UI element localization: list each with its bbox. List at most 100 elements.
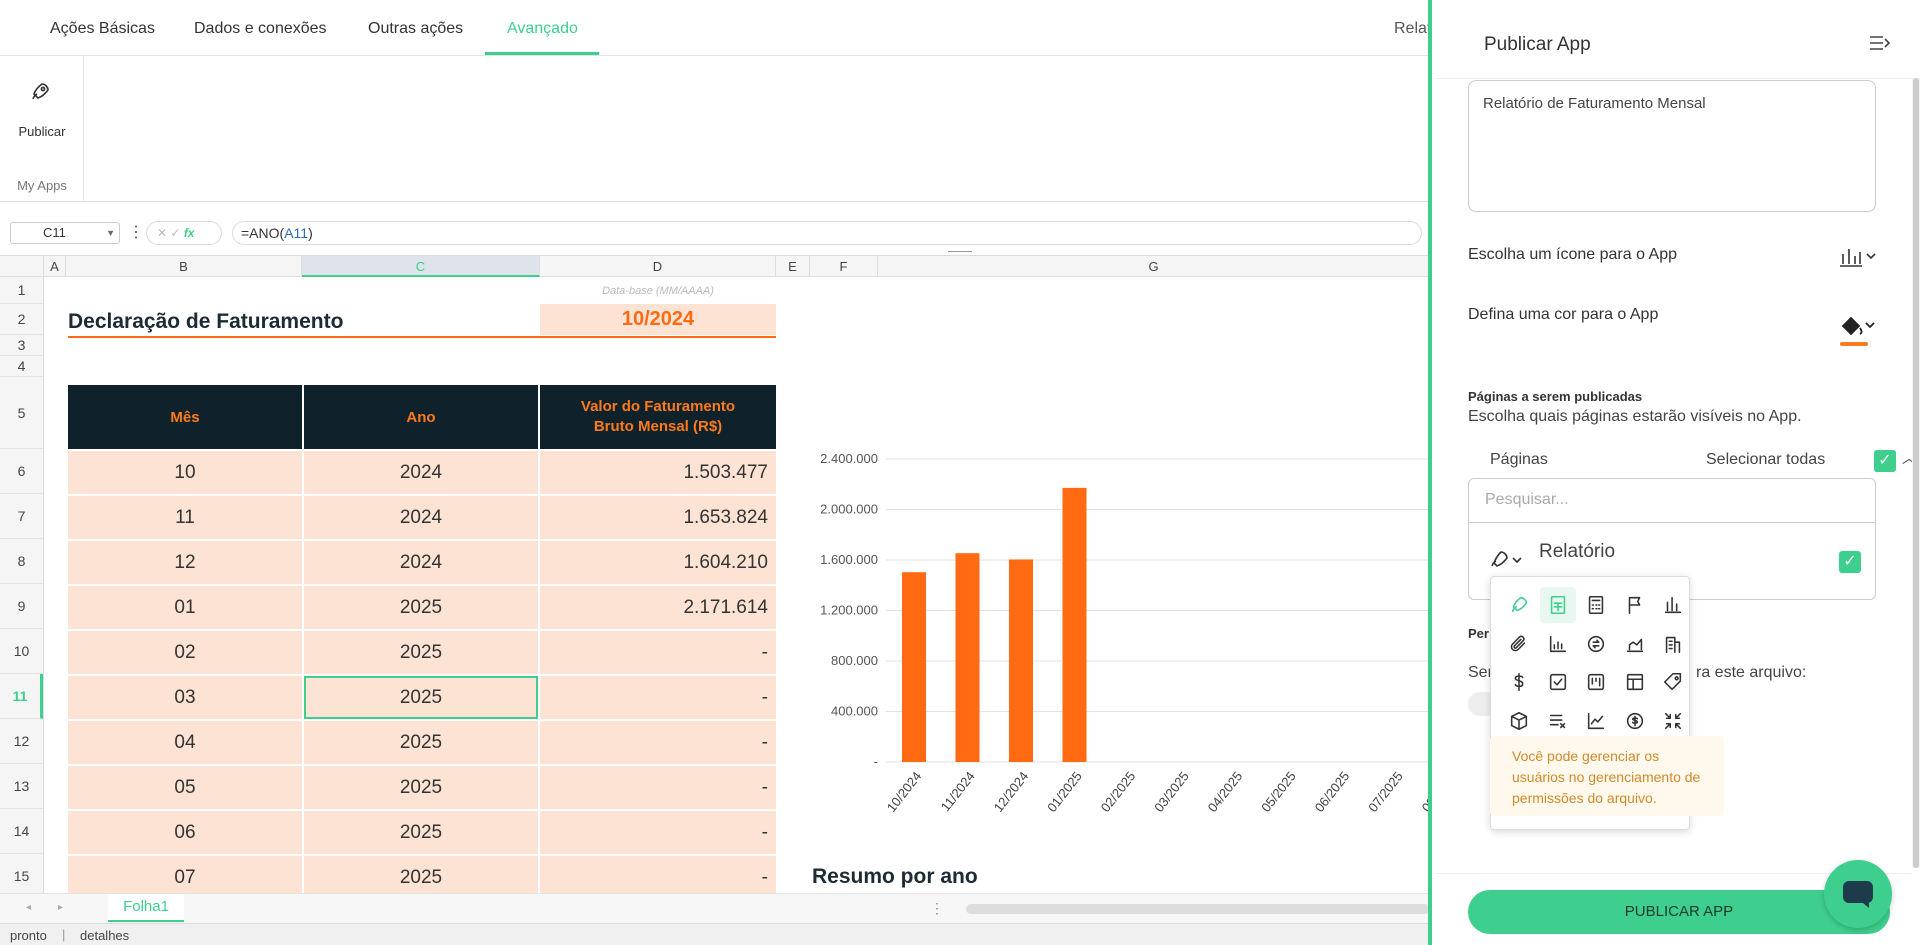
- table-cell-mes[interactable]: 04: [68, 721, 302, 764]
- tag-icon[interactable]: [1655, 664, 1691, 700]
- area-chart-icon[interactable]: [1540, 626, 1576, 662]
- column-header-e[interactable]: E: [776, 256, 810, 277]
- row-header[interactable]: 3: [0, 335, 43, 356]
- table-header-mes[interactable]: Mês: [68, 385, 302, 449]
- scroll-left-icon[interactable]: ◂: [26, 902, 32, 913]
- rocket-icon[interactable]: [1489, 549, 1525, 572]
- table-cell-valor[interactable]: 1.503.477: [540, 451, 776, 494]
- tab-outras-acoes[interactable]: Outras ações: [368, 20, 464, 37]
- table-cell-ano[interactable]: 2024: [304, 451, 538, 494]
- ribbon-right-text[interactable]: Relat: [1394, 20, 1432, 37]
- rocket-icon[interactable]: [1501, 587, 1537, 623]
- tab-dados-conexoes[interactable]: Dados e conexões: [194, 20, 327, 37]
- layout-icon[interactable]: [1617, 664, 1653, 700]
- table-cell-valor[interactable]: -: [540, 856, 776, 893]
- publish-app-button[interactable]: PUBLICAR APP: [1468, 890, 1890, 934]
- rocket-icon[interactable]: [28, 80, 52, 107]
- column-header-d[interactable]: D: [540, 256, 776, 277]
- chart-bar[interactable]: [1062, 487, 1087, 762]
- table-cell-mes[interactable]: 07: [68, 856, 302, 893]
- row-header[interactable]: 2: [0, 304, 43, 335]
- chart-bar[interactable]: [1009, 559, 1033, 762]
- line-chart-icon[interactable]: [1578, 703, 1614, 739]
- row-header[interactable]: 10: [0, 629, 43, 674]
- flag-icon[interactable]: [1617, 587, 1653, 623]
- select-all-checkbox[interactable]: ✓: [1874, 450, 1896, 472]
- table-cell-valor[interactable]: 1.653.824: [540, 496, 776, 539]
- table-cell-ano[interactable]: 2024: [304, 541, 538, 584]
- row-header[interactable]: 5: [0, 377, 43, 449]
- pages-search-input[interactable]: Pesquisar...: [1469, 479, 1875, 523]
- column-header-b[interactable]: B: [66, 256, 302, 277]
- row-header[interactable]: 7: [0, 494, 43, 539]
- data-base-value[interactable]: 10/2024: [540, 304, 776, 335]
- horizontal-scrollbar[interactable]: [966, 904, 1430, 914]
- revenue-chart[interactable]: - 400.000 800.000 1.200.000 1.600.000 2.000.0…: [804, 372, 1430, 812]
- name-box[interactable]: C11 ▼: [10, 222, 120, 244]
- chart-growth-icon[interactable]: [1617, 626, 1653, 662]
- table-cell-valor[interactable]: -: [540, 721, 776, 764]
- summary-title[interactable]: Resumo por ano: [812, 865, 978, 888]
- chart-bar[interactable]: [902, 572, 926, 762]
- compress-icon[interactable]: [1655, 703, 1691, 739]
- building-icon[interactable]: [1655, 626, 1691, 662]
- row-header[interactable]: 8: [0, 539, 43, 584]
- column-header-f[interactable]: F: [810, 256, 878, 277]
- table-cell-ano[interactable]: 2025: [304, 766, 538, 809]
- table-cell-mes[interactable]: 12: [68, 541, 302, 584]
- column-header-g[interactable]: G: [878, 256, 1430, 277]
- row-header-selected[interactable]: 11: [0, 674, 43, 719]
- table-header-valor[interactable]: Valor do Faturamento Bruto Mensal (R$): [540, 385, 776, 449]
- table-cell-ano[interactable]: 2025: [304, 676, 538, 719]
- paperclip-icon[interactable]: [1501, 626, 1537, 662]
- table-cell-mes[interactable]: 10: [68, 451, 302, 494]
- formula-input[interactable]: =ANO(A11): [232, 221, 1422, 245]
- table-cell-mes[interactable]: 02: [68, 631, 302, 674]
- table-cell-ano[interactable]: 2025: [304, 811, 538, 854]
- bar-chart-icon[interactable]: [1838, 246, 1876, 271]
- sheet-area[interactable]: Data-base (MM/AAAA) Declaração de Fatura…: [44, 277, 1430, 893]
- table-cell-valor[interactable]: 1.604.210: [540, 541, 776, 584]
- panel-scrollbar[interactable]: [1912, 78, 1920, 868]
- status-details[interactable]: detalhes: [80, 928, 130, 943]
- app-description-input[interactable]: Relatório de Faturamento Mensal: [1468, 80, 1876, 212]
- sheet-title[interactable]: Declaração de Faturamento: [68, 310, 344, 333]
- row-header[interactable]: 14: [0, 809, 43, 854]
- table-cell-ano[interactable]: 2025: [304, 721, 538, 764]
- box-icon[interactable]: [1501, 703, 1537, 739]
- collapse-panel-icon[interactable]: [1868, 34, 1891, 55]
- table-cell-valor[interactable]: 2.171.614: [540, 586, 776, 629]
- more-vertical-icon[interactable]: ⋮: [128, 224, 144, 241]
- column-header-c[interactable]: C: [302, 256, 540, 277]
- table-cell-mes[interactable]: 11: [68, 496, 302, 539]
- sheet-tab-folha1[interactable]: Folha1: [108, 894, 184, 922]
- paint-bucket-icon[interactable]: [1838, 314, 1876, 351]
- dollar-icon[interactable]: [1501, 664, 1537, 700]
- calculator-icon[interactable]: [1578, 587, 1614, 623]
- table-cell-ano[interactable]: 2025: [304, 631, 538, 674]
- table-cell-valor[interactable]: -: [540, 766, 776, 809]
- cancel-icon[interactable]: ✕: [157, 226, 168, 240]
- select-all-label[interactable]: Selecionar todas: [1706, 451, 1826, 468]
- table-cell-valor[interactable]: -: [540, 676, 776, 719]
- table-cell-mes[interactable]: 03: [68, 676, 302, 719]
- table-cell-ano[interactable]: 2025: [304, 856, 538, 893]
- table-cell-ano[interactable]: 2025: [304, 586, 538, 629]
- tab-avancado[interactable]: Avançado: [507, 20, 578, 37]
- table-cell-valor[interactable]: -: [540, 811, 776, 854]
- table-cell-mes[interactable]: 05: [68, 766, 302, 809]
- chat-icon[interactable]: [1824, 860, 1892, 928]
- chevron-down-icon[interactable]: ▼: [106, 228, 115, 238]
- row-header[interactable]: 6: [0, 449, 43, 494]
- row-header[interactable]: 13: [0, 764, 43, 809]
- panel-scroll-thumb[interactable]: [1913, 78, 1919, 868]
- table-header-ano[interactable]: Ano: [304, 385, 538, 449]
- scroll-right-icon[interactable]: ▸: [58, 902, 64, 913]
- select-all-corner[interactable]: [0, 256, 44, 277]
- row-header[interactable]: 1: [0, 277, 43, 304]
- column-header-a[interactable]: A: [44, 256, 66, 277]
- table-cell-mes[interactable]: 06: [68, 811, 302, 854]
- page-checkbox[interactable]: ✓: [1839, 551, 1861, 573]
- function-icon[interactable]: fx: [183, 226, 195, 240]
- coin-icon[interactable]: [1617, 703, 1653, 739]
